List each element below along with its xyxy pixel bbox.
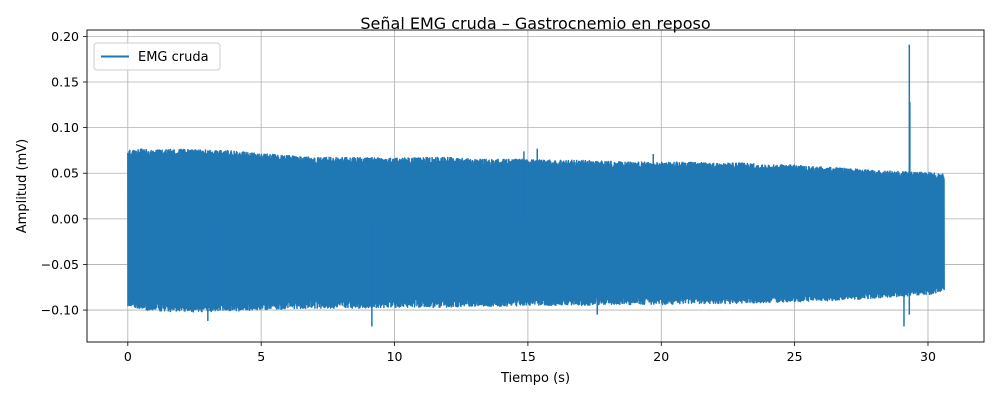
x-tick-label: 5 (257, 349, 265, 364)
x-tick-label: 20 (653, 349, 669, 364)
series-line-emg-cruda (127, 148, 945, 313)
y-tick-label: 0.20 (51, 29, 79, 44)
legend-box (93, 42, 221, 71)
x-axis-label: Tiempo (s) (500, 371, 570, 386)
x-tick-label: 0 (124, 349, 132, 364)
x-tick-label: 10 (387, 349, 403, 364)
x-tick-label: 15 (520, 349, 536, 364)
y-tick-label: 0.10 (51, 120, 79, 135)
legend-label-emg-cruda: EMG cruda (138, 50, 209, 65)
series-emg-cruda (127, 44, 945, 327)
y-tick-label: −0.10 (41, 303, 79, 318)
chart-title: Señal EMG cruda – Gastrocnemio en reposo (360, 14, 710, 33)
y-tick-label: 0.05 (51, 166, 79, 181)
x-tick-label: 25 (787, 349, 803, 364)
y-tick-label: −0.05 (41, 257, 79, 272)
x-axis-ticks: 0 5 10 15 20 25 30 (124, 342, 936, 364)
x-tick-label: 30 (920, 349, 936, 364)
y-axis-label: Amplitud (mV) (15, 139, 30, 233)
y-tick-label: 0.00 (51, 211, 79, 226)
y-axis-ticks: −0.10 −0.05 0.00 0.05 0.10 0.15 0.20 (41, 29, 87, 318)
plot-frame (86, 29, 985, 343)
legend: EMG cruda (93, 42, 221, 71)
y-tick-label: 0.15 (51, 75, 79, 90)
